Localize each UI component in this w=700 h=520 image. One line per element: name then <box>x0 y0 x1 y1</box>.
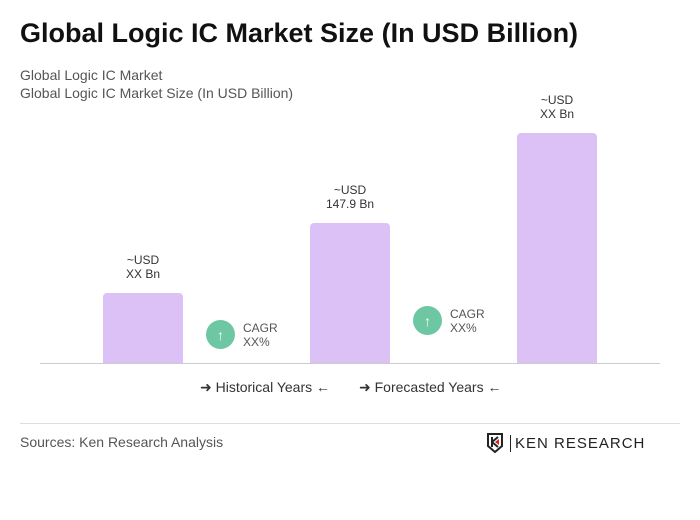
legend-historical: ➜ Historical Years ← <box>200 379 331 395</box>
bar <box>517 133 597 363</box>
ken-research-logo: KEN RESEARCH <box>486 433 645 453</box>
arrow-left-icon: ← <box>483 379 502 395</box>
data-label-line: XX Bn <box>539 107 575 121</box>
bar <box>310 223 390 363</box>
cagr-label: CAGR <box>243 320 278 335</box>
sources: Sources: Ken Research Analysis <box>20 434 224 450</box>
data-label: ~USD XX Bn <box>83 253 203 281</box>
x-axis <box>40 363 660 364</box>
cagr-value: XX% <box>243 334 270 349</box>
data-label-line: ~USD <box>540 93 574 107</box>
arrow-up-icon: ↑ <box>206 320 235 349</box>
arrow-left-icon: ← <box>312 379 331 395</box>
data-label-line: ~USD <box>126 253 160 267</box>
cagr-badge-2: ↑ CAGR XX% <box>413 306 485 335</box>
bar <box>103 293 183 363</box>
cagr-label: CAGR <box>450 306 485 321</box>
logo-icon <box>487 433 503 453</box>
data-label-line: ~USD <box>333 183 367 197</box>
data-label: ~USD 147.9 Bn <box>290 183 410 211</box>
divider <box>20 423 680 424</box>
subtitle: Global Logic IC Market <box>20 67 163 83</box>
data-label-line: 147.9 Bn <box>325 197 375 211</box>
data-label: ~USD XX Bn <box>497 93 617 121</box>
subtitle-2: Global Logic IC Market Size (In USD Bill… <box>20 85 294 101</box>
arrow-right-icon: ➜ <box>359 379 375 395</box>
legend-forecasted: ➜ Forecasted Years ← <box>359 379 502 395</box>
page-title: Global Logic IC Market Size (In USD Bill… <box>20 18 579 48</box>
arrow-up-icon: ↑ <box>413 306 442 335</box>
data-label-line: XX Bn <box>125 267 161 281</box>
arrow-right-icon: ➜ <box>200 379 216 395</box>
cagr-value: XX% <box>450 320 477 335</box>
cagr-badge-1: ↑ CAGR XX% <box>206 320 278 349</box>
